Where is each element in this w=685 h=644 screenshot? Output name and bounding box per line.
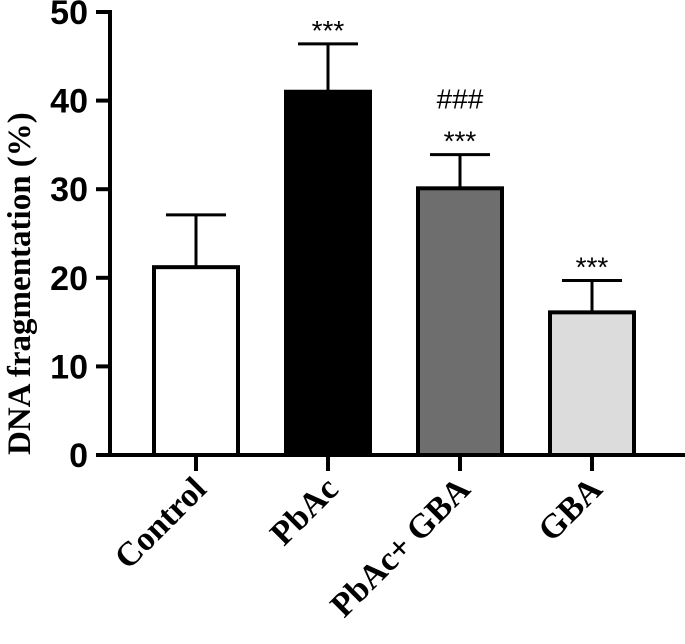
- error-bars: [166, 42, 622, 313]
- significance-label: ***: [312, 15, 345, 46]
- bar: [152, 265, 240, 457]
- x-tick-label: Control: [108, 470, 214, 576]
- annotations: *** *** ### ***: [312, 15, 609, 283]
- x-tick-label: PbAc: [263, 470, 345, 552]
- x-tick-label: GBA: [531, 470, 610, 549]
- y-tick-label: 0: [69, 437, 88, 475]
- significance-label: ***: [444, 126, 477, 157]
- y-axis-label: DNA fragmentation (%): [2, 112, 38, 455]
- y-tick-label: 20: [50, 260, 88, 298]
- y-tick-label: 40: [50, 83, 88, 121]
- y-tick-label: 10: [50, 348, 88, 386]
- significance-label: ###: [437, 84, 484, 115]
- bar: [284, 89, 372, 458]
- significance-label: ***: [576, 251, 609, 282]
- bars: [152, 89, 636, 458]
- bar: [416, 186, 504, 457]
- x-tick-label: PbAc+ GBA: [324, 470, 478, 624]
- bar: [548, 310, 636, 457]
- y-tick-label: 30: [50, 171, 88, 209]
- y-tick-label: 50: [50, 0, 88, 32]
- y-ticks: 0 10 20 30 40 50: [50, 0, 110, 475]
